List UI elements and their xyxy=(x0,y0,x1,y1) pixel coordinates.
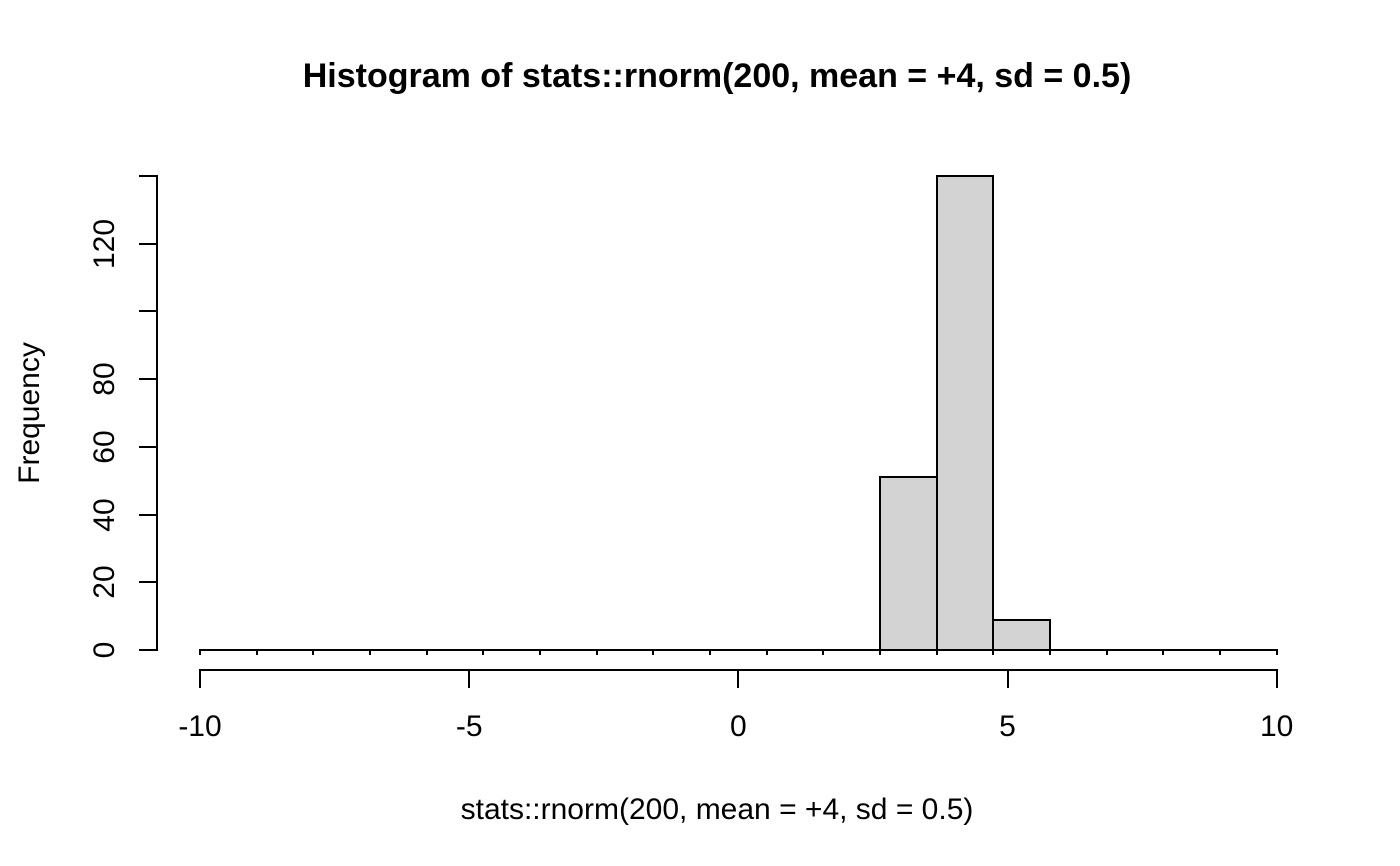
histogram-bar xyxy=(935,175,995,651)
x-tick-label: -10 xyxy=(178,710,222,743)
x-axis-tick xyxy=(1006,670,1009,688)
bin-edge-tick xyxy=(482,649,485,655)
bin-edge-tick xyxy=(369,649,371,655)
y-axis-line xyxy=(156,175,158,651)
x-axis-tick xyxy=(468,670,471,688)
bin-edge-tick xyxy=(255,649,258,655)
x-tick-label: -5 xyxy=(455,710,483,743)
bin-edge-tick xyxy=(1162,649,1165,655)
x-tick-label: 0 xyxy=(730,710,747,743)
histogram-bar xyxy=(879,476,938,651)
bin-edge-tick xyxy=(822,649,825,655)
bin-edge-tick xyxy=(1049,649,1052,655)
y-tick-label: 60 xyxy=(88,430,121,464)
bin-edge-tick xyxy=(1219,649,1222,655)
x-axis-tick xyxy=(1275,670,1278,688)
bin-edge-tick xyxy=(879,649,882,655)
y-axis-tick xyxy=(139,242,157,245)
bin-edge-tick xyxy=(709,649,712,655)
y-tick-label: 40 xyxy=(88,497,121,532)
x-axis-label: stats::rnorm(200, mean = +4, sd = 0.5) xyxy=(460,793,974,826)
x-tick-label: 5 xyxy=(999,710,1016,743)
x-axis-tick xyxy=(737,670,740,688)
histogram-bar xyxy=(992,618,1051,651)
y-tick-label: 80 xyxy=(88,362,121,396)
y-axis-label: Frequency xyxy=(13,342,46,484)
bin-edge-tick xyxy=(1105,649,1108,655)
y-axis-tick xyxy=(139,310,157,313)
bin-edge-tick xyxy=(199,649,201,655)
y-axis-tick xyxy=(139,649,157,651)
bin-edge-tick xyxy=(425,649,428,655)
x-axis-tick xyxy=(199,670,201,688)
histogram-baseline xyxy=(199,649,1278,651)
bin-edge-tick xyxy=(652,649,655,655)
y-tick-label: 0 xyxy=(88,641,121,659)
y-axis-tick xyxy=(139,513,157,516)
bin-edge-tick xyxy=(992,649,995,655)
bin-edge-tick xyxy=(765,649,768,655)
y-axis-tick xyxy=(139,175,157,177)
bin-edge-tick xyxy=(539,649,541,655)
y-tick-label: 120 xyxy=(88,218,121,269)
y-axis-tick xyxy=(139,581,157,584)
y-axis-tick xyxy=(139,445,157,448)
y-axis-tick xyxy=(139,378,157,381)
y-tick-label: 20 xyxy=(88,565,121,599)
bin-edge-tick xyxy=(1275,649,1278,655)
bin-edge-tick xyxy=(595,649,598,655)
plot-title: Histogram of stats::rnorm(200, mean = +4… xyxy=(302,57,1132,95)
bin-edge-tick xyxy=(935,649,938,655)
bin-edge-tick xyxy=(312,649,315,655)
x-tick-label: 10 xyxy=(1260,710,1294,743)
